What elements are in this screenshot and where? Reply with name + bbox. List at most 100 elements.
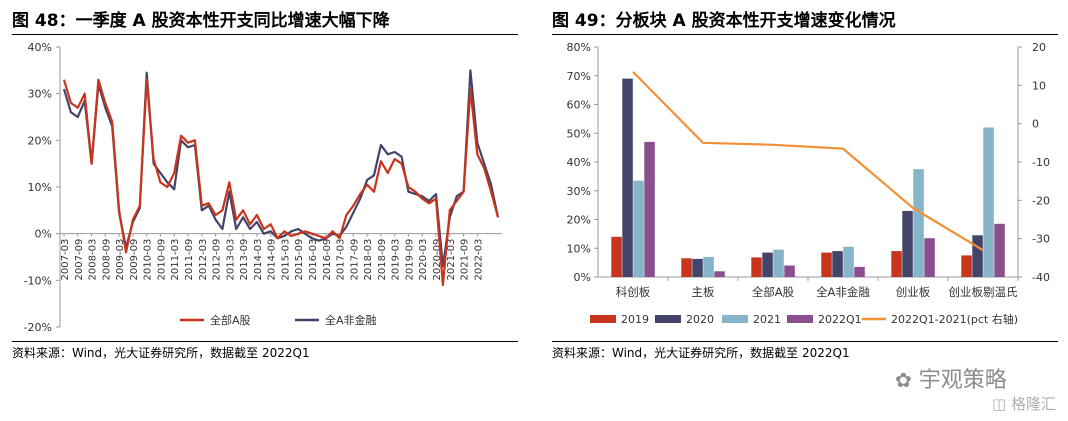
left-x-tick-label: 2018-03 xyxy=(363,239,374,281)
left-y-tick-label: 30% xyxy=(28,88,52,101)
right-bar-2020 xyxy=(832,251,843,277)
left-source-rule xyxy=(12,341,518,342)
right-legend-swatch xyxy=(655,315,681,323)
right-bar-2020 xyxy=(902,210,913,277)
left-x-tick-label: 2009-09 xyxy=(129,239,140,281)
left-source-note: 资料来源：Wind，光大证券研究所，数据截至 2022Q1 xyxy=(12,346,310,360)
right-legend-label: 2019 xyxy=(621,313,649,326)
right-bar-2022Q1 xyxy=(994,223,1005,277)
right-bar-2020 xyxy=(692,258,703,277)
left-y-tick-label: 0% xyxy=(35,228,52,241)
left-x-tick-label: 2015-09 xyxy=(294,239,305,281)
left-x-tick-label: 2019-03 xyxy=(391,239,402,281)
right-legend-swatch xyxy=(787,315,813,323)
left-y-tick-label: -20% xyxy=(24,321,52,334)
right-y2-tick-label: 0 xyxy=(1032,118,1039,131)
right-bar-2020 xyxy=(622,78,633,277)
right-bar-2019 xyxy=(751,257,762,277)
left-x-tick-label: 2008-09 xyxy=(101,239,112,281)
left-y-tick-label: -10% xyxy=(24,274,52,287)
watermark-brand-text: 宇观策略 xyxy=(918,368,1007,393)
left-x-tick-label: 2011-03 xyxy=(170,239,181,281)
right-legend-label: 2021 xyxy=(753,313,781,326)
right-y2-tick-label: -20 xyxy=(1032,194,1050,207)
watermark-brand: ✿ 宇观策略 xyxy=(895,362,1007,394)
right-bar-2021 xyxy=(633,180,644,277)
left-x-tick-label: 2020-03 xyxy=(418,239,429,281)
left-x-tick-label: 2013-09 xyxy=(239,239,250,281)
right-x-tick-label: 科创板 xyxy=(616,285,651,299)
site-logo-icon: ◫ xyxy=(992,395,1007,413)
left-x-tick-label: 2007-03 xyxy=(60,239,71,281)
left-line-chart: -20%-10%0%10%20%30%40%2007-03 2007-09 2008… xyxy=(24,41,502,334)
right-legend-label: 2022Q1-2021(pct 右轴) xyxy=(891,312,1018,326)
left-x-tick-label: 2017-09 xyxy=(349,239,360,281)
right-y2-tick-label: -10 xyxy=(1032,156,1050,169)
right-source-rule xyxy=(552,341,1058,342)
left-x-tick-label: 2014-03 xyxy=(253,239,264,281)
right-legend-label: 2022Q1 xyxy=(818,313,862,326)
right-bar-2019 xyxy=(821,252,832,277)
left-x-tick-label: 2022-03 xyxy=(473,239,484,281)
left-legend-label: 全A非金融 xyxy=(325,313,377,327)
left-x-tick-label: 2019-09 xyxy=(404,239,415,281)
right-bar-2022Q1 xyxy=(854,266,865,277)
right-x-tick-label: 全A非金融 xyxy=(816,285,870,299)
left-x-tick-label: 2018-09 xyxy=(377,239,388,281)
right-bar-2019 xyxy=(961,255,972,277)
right-bar-2021 xyxy=(843,246,854,277)
left-x-tick-label: 2010-03 xyxy=(143,239,154,281)
right-y-tick-label: 0% xyxy=(574,271,591,284)
right-legend-swatch xyxy=(590,315,616,323)
right-y-tick-label: 70% xyxy=(567,70,591,83)
wechat-icon: ✿ xyxy=(895,368,912,392)
left-x-tick-label: 2013-03 xyxy=(225,239,236,281)
right-bar-2022Q1 xyxy=(714,271,725,278)
right-y-tick-label: 50% xyxy=(567,127,591,140)
right-line-pct-change xyxy=(632,71,984,252)
left-x-tick-label: 2012-03 xyxy=(198,239,209,281)
left-series-line-all-a xyxy=(62,78,500,287)
left-x-tick-label: 2009-03 xyxy=(115,239,126,281)
left-x-tick-label: 2010-09 xyxy=(156,239,167,281)
left-x-tick-label: 2011-09 xyxy=(184,239,195,281)
left-legend-label: 全部A股 xyxy=(210,313,251,327)
right-y-tick-label: 60% xyxy=(567,99,591,112)
left-x-tick-label: 2021-09 xyxy=(460,239,471,281)
right-y-tick-label: 10% xyxy=(567,242,591,255)
right-bar-2021 xyxy=(703,256,714,277)
right-chart-title: 图 49：分板块 A 股资本性开支增速变化情况 xyxy=(552,11,896,31)
right-x-tick-label: 全部A股 xyxy=(752,285,795,299)
right-y-tick-label: 20% xyxy=(567,214,591,227)
right-y2-tick-label: -30 xyxy=(1032,233,1050,246)
right-source-note: 资料来源：Wind，光大证券研究所，数据截至 2022Q1 xyxy=(552,346,850,360)
left-x-tick-label: 2015-03 xyxy=(280,239,291,281)
right-y2-tick-label: 10 xyxy=(1032,79,1046,92)
right-y-tick-label: 30% xyxy=(567,185,591,198)
left-x-tick-label: 2016-03 xyxy=(308,239,319,281)
left-x-tick-label: 2016-09 xyxy=(322,239,333,281)
right-x-tick-label: 创业板 xyxy=(896,285,931,299)
right-bar-2022Q1 xyxy=(644,141,655,277)
right-bar-2021 xyxy=(913,169,924,277)
right-y-tick-label: 80% xyxy=(567,41,591,54)
right-bar-2019 xyxy=(891,251,902,277)
watermark-site: ◫ 格隆汇 xyxy=(992,393,1056,414)
watermark-site-text: 格隆汇 xyxy=(1010,395,1056,413)
left-x-tick-label: 2014-09 xyxy=(267,239,278,281)
right-bar-chart: 0% 10% 20% 30% 40% 50% 60% 70% 80% -40 -30 -20 -10 0 1… xyxy=(567,41,1050,326)
right-title-rule xyxy=(552,34,1058,35)
left-x-tick-label: 2007-09 xyxy=(74,239,85,281)
right-bar-2019 xyxy=(681,258,692,277)
right-bar-2022Q1 xyxy=(784,265,795,277)
left-x-tick-label: 2008-03 xyxy=(88,239,99,281)
right-y2-tick-label: 20 xyxy=(1032,41,1046,54)
right-bar-2021 xyxy=(773,249,784,277)
left-x-tick-label: 2021-03 xyxy=(446,239,457,281)
left-title-rule xyxy=(12,34,518,35)
right-legend-swatch xyxy=(722,315,748,323)
left-y-tick-label: 40% xyxy=(28,41,52,54)
left-y-tick-label: 20% xyxy=(28,134,52,147)
left-x-tick-label: 2012-09 xyxy=(212,239,223,281)
right-x-tick-label: 主板 xyxy=(692,285,715,299)
